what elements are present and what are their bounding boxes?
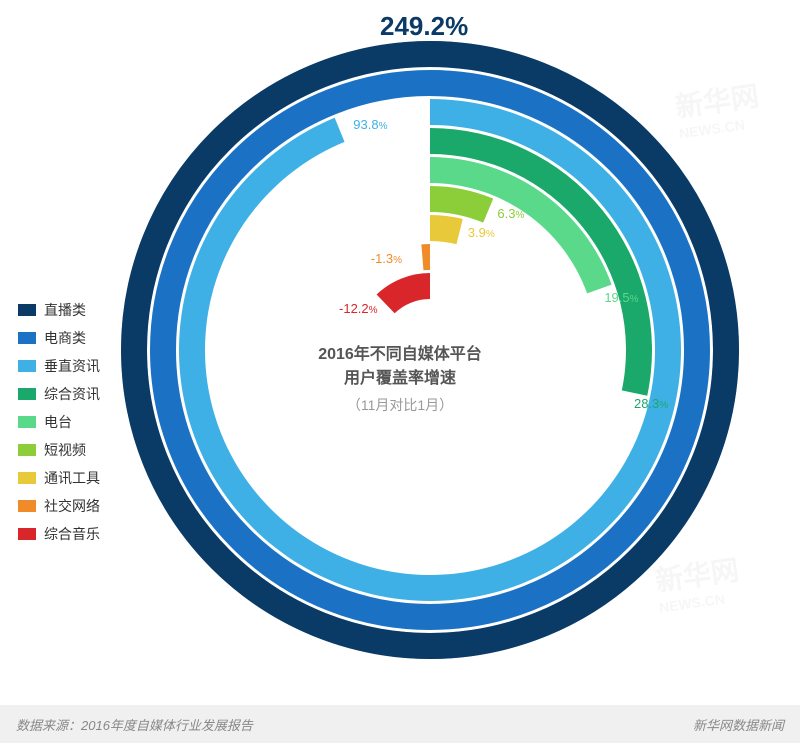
legend-swatch	[18, 304, 36, 316]
legend-swatch	[18, 388, 36, 400]
legend-item: 直播类	[18, 300, 100, 320]
legend-swatch	[18, 332, 36, 344]
center-title-line2: 用户覆盖率增速	[290, 367, 510, 391]
legend-item: 电商类	[18, 328, 100, 348]
legend-item: 通讯工具	[18, 468, 100, 488]
chart-center-caption: 2016年不同自媒体平台 用户覆盖率增速 （11月对比1月）	[290, 343, 510, 415]
center-title-line1: 2016年不同自媒体平台	[290, 343, 510, 367]
legend-swatch	[18, 500, 36, 512]
legend-swatch	[18, 528, 36, 540]
legend-label: 垂直资讯	[44, 356, 100, 376]
legend-item: 短视频	[18, 440, 100, 460]
legend-item: 综合音乐	[18, 524, 100, 544]
footer-bar: 数据来源：2016年度自媒体行业发展报告 新华网数据新闻	[0, 705, 800, 743]
arc-value-label: -1.3%	[371, 251, 402, 266]
arc-value-label: -12.2%	[339, 301, 378, 316]
data-source: 数据来源：2016年度自媒体行业发展报告	[16, 715, 253, 734]
legend-swatch	[18, 360, 36, 372]
arc-value-label: 120.9%	[441, 75, 482, 90]
arc-value-label: 249.2%	[380, 11, 468, 42]
legend-label: 短视频	[44, 440, 86, 460]
publisher: 新华网数据新闻	[693, 715, 784, 734]
legend-item: 垂直资讯	[18, 356, 100, 376]
legend-swatch	[18, 416, 36, 428]
center-subtitle: （11月对比1月）	[290, 395, 510, 415]
arc-value-label: 93.8%	[353, 117, 387, 132]
legend-item: 社交网络	[18, 496, 100, 516]
arc-value-label: 3.9%	[468, 225, 495, 240]
legend-item: 电台	[18, 412, 100, 432]
arc-value-label: 19.5%	[604, 290, 638, 305]
legend-label: 电台	[44, 412, 72, 432]
arc-value-label: 28.3%	[634, 396, 668, 411]
arc-value-label: 6.3%	[497, 206, 524, 221]
legend-label: 电商类	[44, 328, 86, 348]
legend-label: 直播类	[44, 300, 86, 320]
legend-swatch	[18, 444, 36, 456]
legend-label: 社交网络	[44, 496, 100, 516]
legend-item: 综合资讯	[18, 384, 100, 404]
radial-chart: 新华网 NEWS.CN 新华网 NEWS.CN 2016年不同自媒体平台 用户覆…	[0, 0, 800, 700]
legend: 直播类电商类垂直资讯综合资讯电台短视频通讯工具社交网络综合音乐	[18, 300, 100, 552]
legend-label: 综合音乐	[44, 524, 100, 544]
legend-label: 综合资讯	[44, 384, 100, 404]
legend-swatch	[18, 472, 36, 484]
legend-label: 通讯工具	[44, 468, 100, 488]
